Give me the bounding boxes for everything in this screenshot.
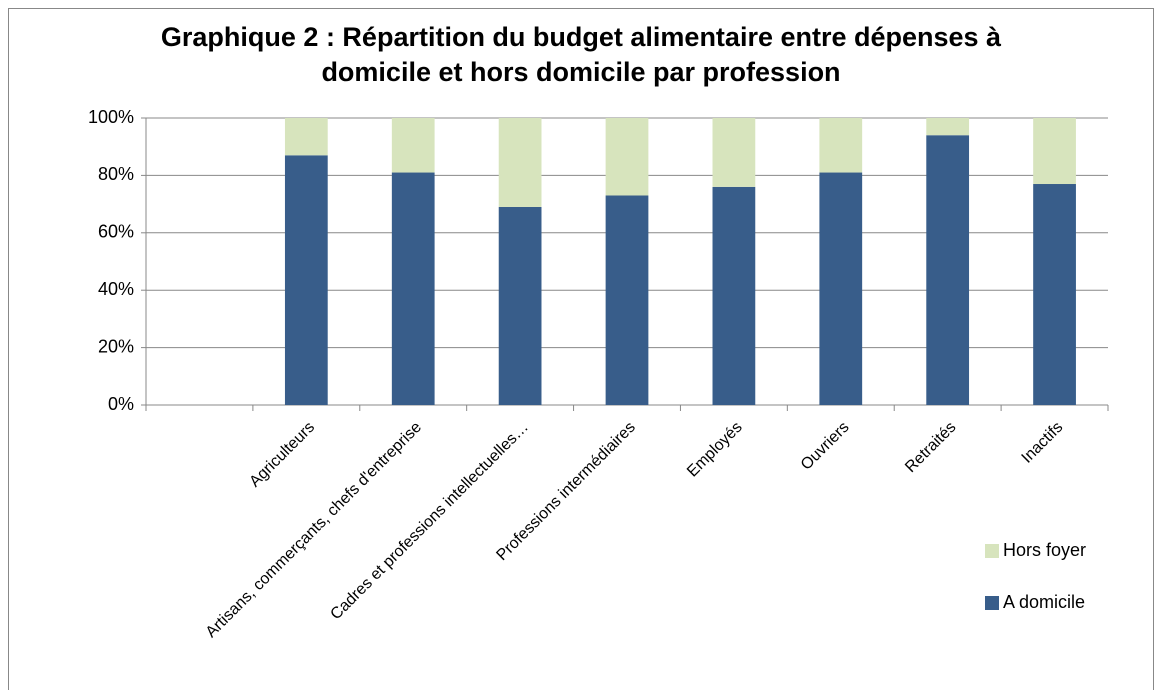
bar-segment xyxy=(284,118,328,156)
bar-segment xyxy=(391,118,435,173)
chart-border xyxy=(8,8,1154,690)
legend-label: Hors foyer xyxy=(1003,540,1086,560)
chart-title: Graphique 2 : Répartition du budget alim… xyxy=(160,22,1002,87)
bar-segment xyxy=(391,172,435,405)
y-tick-label: 20% xyxy=(98,336,134,356)
y-tick-label: 0% xyxy=(108,394,134,414)
legend-swatch xyxy=(985,544,999,558)
bar-segment xyxy=(605,195,649,405)
bar-segment xyxy=(1033,118,1076,185)
x-tick-label: Ouvriers xyxy=(798,419,853,474)
x-tick-label: Employés xyxy=(684,419,746,481)
legend-swatch xyxy=(985,596,999,610)
bar-segment xyxy=(284,155,328,405)
legend-label: A domicile xyxy=(1003,592,1085,612)
bar-segment xyxy=(926,135,970,405)
bar-segment xyxy=(1033,184,1076,405)
bar-segment xyxy=(712,186,756,405)
bar-segment xyxy=(712,118,756,187)
bar-segment xyxy=(605,118,649,196)
bar-segment xyxy=(498,118,542,207)
x-tick-label: Artisans, commerçants, chefs d'entrepris… xyxy=(203,419,425,641)
y-tick-label: 40% xyxy=(98,279,134,299)
bar-segment xyxy=(819,172,863,405)
x-tick-label: Agriculteurs xyxy=(246,419,318,491)
y-tick-label: 60% xyxy=(98,222,134,242)
bar-segment xyxy=(498,206,542,405)
x-tick-label: Retraités xyxy=(902,419,959,476)
bar-segment xyxy=(819,118,863,173)
y-tick-label: 80% xyxy=(98,164,134,184)
y-tick-label: 100% xyxy=(88,107,134,127)
x-tick-label: Inactifs xyxy=(1019,419,1067,467)
bar-segment xyxy=(926,118,970,136)
x-tick-label: Cadres et professions intellectuelles… xyxy=(327,419,531,623)
